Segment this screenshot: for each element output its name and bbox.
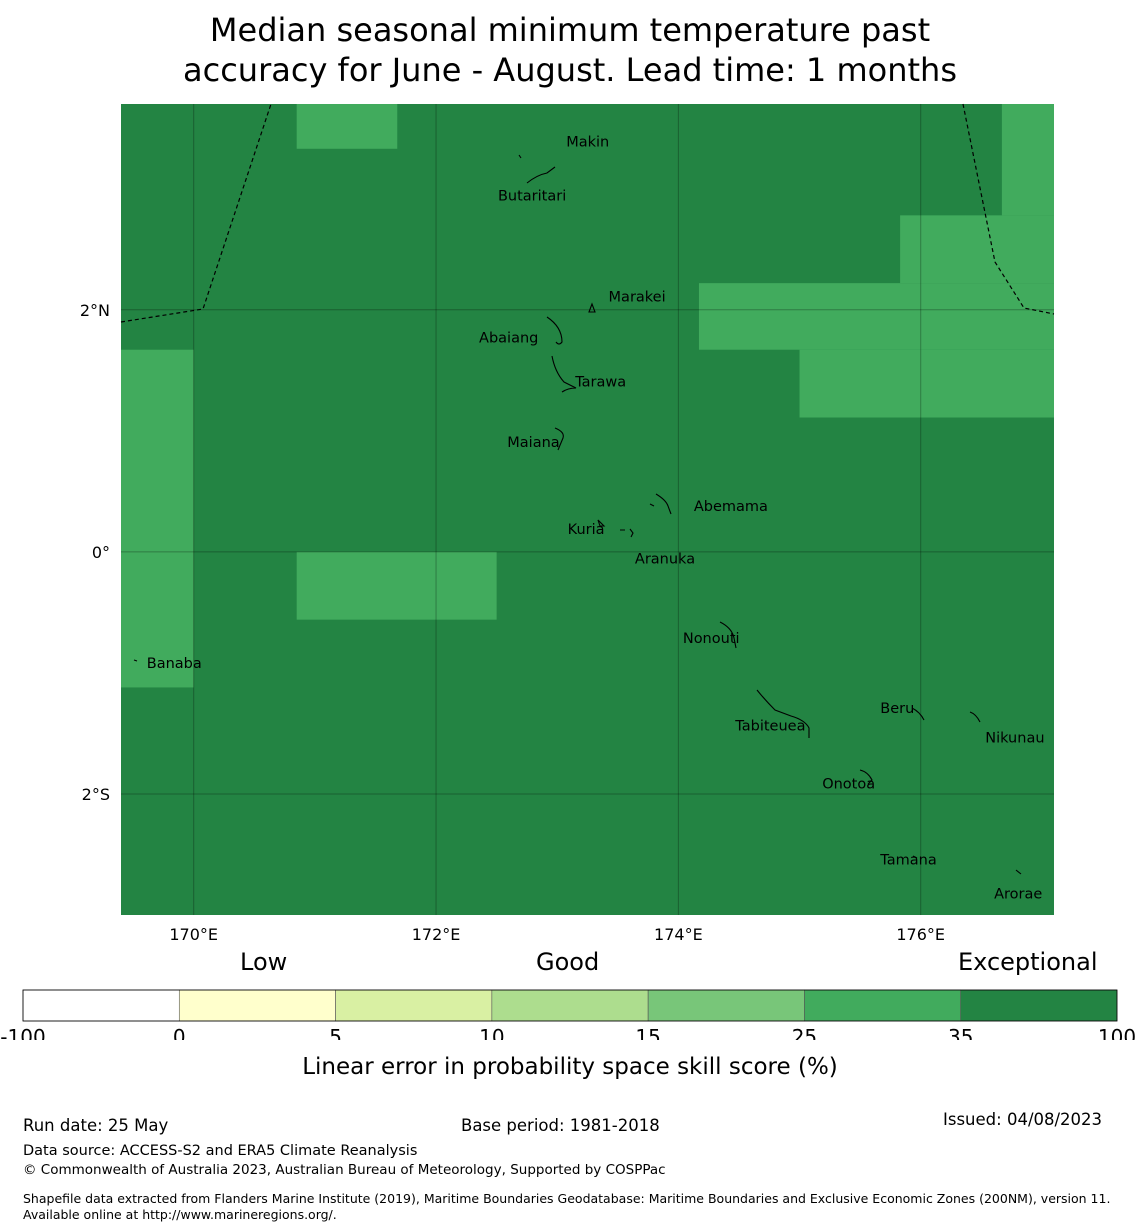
- island-outline: [912, 855, 918, 859]
- copyright: © Commonwealth of Australia 2023, Austra…: [23, 1162, 666, 1178]
- colorbar-tick-label: 0: [173, 1025, 186, 1040]
- colorbar-frame: [22, 989, 1118, 1022]
- x-tick-label: 174°E: [654, 925, 703, 944]
- map-title: Median seasonal minimum temperature past…: [0, 10, 1140, 90]
- skill-cell-25-35: [296, 551, 497, 620]
- colorbar-bin: [491, 989, 649, 1022]
- colorbar-bin: [22, 989, 180, 1022]
- island-outline: [554, 427, 564, 451]
- skill-cell-25-35: [900, 215, 1054, 284]
- island-outline: [588, 302, 596, 313]
- island-label: Tamana: [879, 852, 936, 868]
- colorbar-bin: [178, 989, 336, 1022]
- island-label: Abaiang: [479, 330, 538, 346]
- island-label: Maiana: [507, 435, 559, 451]
- y-tick-label: 0°: [92, 543, 110, 562]
- shapefile-credit: Shapefile data extracted from Flanders M…: [23, 1191, 1111, 1222]
- island-label: Nikunau: [985, 731, 1044, 747]
- island-label: Kuria: [568, 522, 605, 538]
- category-label-good: Good: [536, 948, 600, 976]
- colorbar-bin: [647, 989, 805, 1022]
- island-label: Tarawa: [574, 374, 626, 390]
- eez-boundary-west: [120, 103, 272, 323]
- island-outline: [911, 707, 925, 721]
- x-tick-label: 176°E: [896, 925, 945, 944]
- x-tick-label: 170°E: [169, 925, 218, 944]
- colorbar-tick-label: 5: [329, 1025, 342, 1040]
- title-line-1: Median seasonal minimum temperature past: [209, 11, 931, 49]
- island-outline: [719, 621, 737, 649]
- skill-cell-25-35: [698, 283, 1054, 350]
- colorbar-label: Linear error in probability space skill …: [302, 1054, 838, 1080]
- colorbar-tick-label: 15: [635, 1025, 660, 1040]
- run-date: Run date: 25 May: [23, 1116, 169, 1135]
- colorbar-tick-label: 25: [792, 1025, 817, 1040]
- island-outline: [756, 689, 810, 738]
- island-label: Makin: [566, 134, 609, 150]
- skill-cell-25-35: [1001, 104, 1054, 216]
- colorbar-bin: [335, 989, 493, 1022]
- island-label: Arorae: [994, 887, 1042, 903]
- island-outline: [649, 493, 672, 515]
- island-label: Tabiteuea: [734, 718, 805, 734]
- colorbar: -100 0 5 10 15 25 35 100: [0, 989, 1136, 1040]
- island-outline: [518, 154, 522, 159]
- y-tick-label: 2°N: [80, 301, 110, 320]
- island-outline: [526, 166, 556, 184]
- issued-date: Issued: 04/08/2023: [943, 1110, 1103, 1129]
- island-label: Marakei: [609, 290, 666, 306]
- base-period: Base period: 1981-2018: [461, 1116, 660, 1135]
- y-tick-label: 2°S: [82, 785, 110, 804]
- data-source: Data source: ACCESS-S2 and ERA5 Climate …: [23, 1143, 418, 1159]
- skill-map: 170°E 172°E 174°E 176°E 2°N 0° 2°S Makin Butarit…: [80, 103, 1055, 944]
- category-label-low: Low: [240, 948, 288, 976]
- map-base-field: [121, 104, 1054, 915]
- skill-cell-25-35: [296, 104, 398, 149]
- island-outline: [1015, 869, 1022, 875]
- colorbar-tick-label: 10: [479, 1025, 504, 1040]
- island-label: Aranuka: [635, 551, 695, 567]
- island-outline: [620, 528, 634, 538]
- category-label-exceptional: Exceptional: [958, 948, 1098, 976]
- island-outline: [859, 769, 873, 785]
- island-outline: [551, 355, 577, 393]
- colorbar-tick-label: -100: [0, 1025, 45, 1040]
- island-outline: [133, 659, 138, 662]
- eez-boundary-east: [962, 103, 1055, 315]
- title-line-2: accuracy for June - August. Lead time: 1…: [183, 51, 957, 89]
- skill-cell-25-35: [799, 349, 1054, 418]
- island-label: Banaba: [147, 656, 202, 672]
- colorbar-bin: [804, 989, 962, 1022]
- colorbar-bin: [960, 989, 1118, 1022]
- colorbar-tick-label: 100: [1098, 1025, 1136, 1040]
- x-tick-label: 172°E: [412, 925, 461, 944]
- skill-cell-25-35: [121, 349, 194, 688]
- island-label: Nonouti: [683, 631, 740, 647]
- island-label: Beru: [880, 701, 914, 717]
- island-label: Onotoa: [822, 776, 875, 792]
- colorbar-tick-label: 35: [948, 1025, 973, 1040]
- island-label: Abemama: [694, 499, 768, 515]
- island-outline: [597, 519, 606, 527]
- island-outline: [546, 316, 563, 345]
- island-outline: [969, 711, 981, 723]
- island-label: Butaritari: [498, 188, 566, 204]
